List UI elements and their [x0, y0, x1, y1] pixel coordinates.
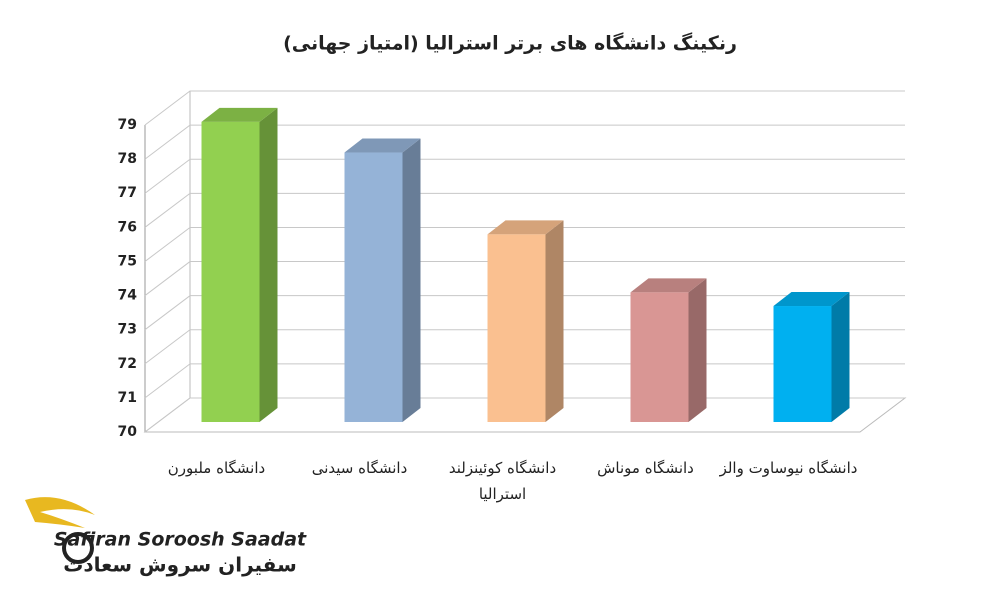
x-tick-label: دانشگاه ملبورن	[167, 459, 266, 477]
x-tick-label: دانشگاه کوئینزلند استرالیا	[448, 459, 557, 503]
y-tick-label: 74	[118, 288, 138, 304]
logo-icon	[25, 497, 95, 564]
logo-latin: Safiran Soroosh Saadat	[54, 529, 307, 551]
chart-title: رنکینگ دانشگاه های برتر استرالیا (امتیاز…	[283, 32, 737, 55]
bar	[773, 306, 832, 422]
bar-top	[344, 138, 421, 153]
y-tick-label: 78	[118, 151, 137, 167]
y-tick-label: 77	[118, 185, 137, 201]
bar-top	[487, 220, 564, 235]
bar	[344, 152, 403, 422]
bar	[487, 234, 546, 422]
grid-line	[144, 261, 905, 296]
x-tick-label: دانشگاه موناش	[597, 459, 694, 477]
grid-line	[144, 158, 905, 194]
y-tick-label: 79	[118, 117, 137, 133]
y-tick-label: 73	[118, 322, 137, 338]
y-tick-label: 70	[118, 424, 138, 440]
bar	[201, 121, 260, 423]
y-tick-label: 75	[118, 253, 137, 269]
x-tick-label: دانشگاه نیوساوت والز	[719, 459, 858, 477]
bar-side	[688, 278, 707, 422]
bar-side	[402, 138, 421, 422]
y-tick-label: 72	[118, 356, 137, 372]
x-tick-label: دانشگاه سیدنی	[311, 459, 408, 477]
bar-side	[831, 292, 850, 422]
bar-top	[630, 278, 707, 293]
bar-side	[545, 220, 564, 422]
y-tick-label: 71	[118, 390, 137, 406]
bar-side	[259, 107, 278, 423]
bar-top	[773, 292, 850, 307]
grid-line	[144, 124, 905, 160]
grid-line	[144, 226, 905, 262]
logo-persian: سفیران سروش سعادت	[63, 553, 297, 577]
bar-top	[201, 107, 278, 122]
bar	[630, 292, 689, 422]
y-tick-label: 76	[118, 219, 137, 235]
grid-line	[144, 90, 905, 126]
grid-line	[144, 192, 905, 228]
